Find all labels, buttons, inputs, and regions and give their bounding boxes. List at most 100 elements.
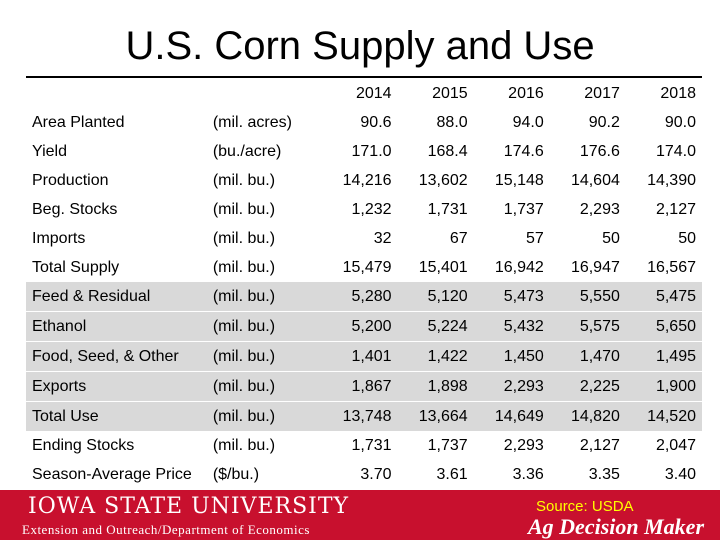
row-label: Total Use bbox=[26, 401, 213, 431]
row-label: Ending Stocks bbox=[32, 436, 135, 454]
table-row: Total Supply (mil. bu.) 15,479 15,401 16,942… bbox=[26, 253, 702, 282]
row-unit: (mil. bu.) bbox=[212, 171, 276, 189]
supply-use-table: 2014 2015 2016 2017 2018 Area Planted (mi… bbox=[26, 80, 702, 489]
value-cell: 16,567 bbox=[647, 258, 696, 276]
footer-bar: IOWA STATE UNIVERSITY Extension and Outr… bbox=[0, 490, 720, 540]
value-cell: 174.6 bbox=[503, 142, 544, 160]
row-unit: (mil. bu.) bbox=[212, 258, 276, 276]
row-unit: ($/bu.) bbox=[212, 465, 260, 483]
value-cell: 14,520 bbox=[625, 401, 702, 431]
value-cell: 50 bbox=[678, 229, 696, 247]
value-cell: 5,473 bbox=[473, 282, 550, 312]
value-cell: 1,731 bbox=[351, 436, 392, 454]
value-cell: 14,649 bbox=[473, 401, 550, 431]
value-cell: 13,602 bbox=[418, 171, 468, 189]
value-cell: 15,148 bbox=[494, 171, 544, 189]
value-cell: 67 bbox=[449, 229, 468, 247]
row-label: Production bbox=[32, 171, 109, 189]
row-unit: (mil. bu.) bbox=[212, 371, 322, 402]
table-row: Yield (bu./acre) 171.0 168.4 174.6 176.6 174.0 bbox=[26, 137, 702, 166]
value-cell: 1,422 bbox=[397, 341, 474, 372]
value-cell: 1,898 bbox=[397, 371, 474, 402]
row-unit: (mil. bu.) bbox=[212, 200, 276, 218]
row-unit: (mil. bu.) bbox=[212, 311, 322, 342]
value-cell: 2,293 bbox=[503, 436, 544, 454]
value-cell: 1,495 bbox=[625, 341, 702, 372]
value-cell: 1,737 bbox=[503, 200, 544, 218]
value-cell: 1,867 bbox=[321, 371, 398, 402]
table-row: Food, Seed, & Other (mil. bu.) 1,401 1,422 1… bbox=[26, 341, 702, 372]
table-body: Area Planted (mil. acres) 90.6 88.0 94.0 90.2… bbox=[26, 108, 702, 489]
value-cell: 1,232 bbox=[351, 200, 392, 218]
row-label: Yield bbox=[32, 142, 67, 160]
value-cell: 16,947 bbox=[570, 258, 620, 276]
value-cell: 14,390 bbox=[647, 171, 696, 189]
row-label: Imports bbox=[32, 229, 86, 247]
value-cell: 90.2 bbox=[588, 113, 620, 131]
value-cell: 5,475 bbox=[625, 282, 702, 312]
value-cell: 88.0 bbox=[436, 113, 468, 131]
value-cell: 3.36 bbox=[512, 465, 544, 483]
table-row: Season-Average Price ($/bu.) 3.70 3.61 3.36 3… bbox=[26, 460, 702, 489]
value-cell: 2,127 bbox=[579, 436, 620, 454]
row-unit: (bu./acre) bbox=[212, 142, 282, 160]
table-row: Ethanol (mil. bu.) 5,200 5,224 5,432 5,575 5,6… bbox=[26, 311, 702, 342]
value-cell: 32 bbox=[373, 229, 392, 247]
value-cell: 50 bbox=[602, 229, 620, 247]
value-cell: 14,604 bbox=[570, 171, 620, 189]
row-label: Season-Average Price bbox=[32, 465, 192, 483]
value-cell: 3.40 bbox=[664, 465, 696, 483]
value-cell: 1,900 bbox=[625, 371, 702, 402]
value-cell: 5,280 bbox=[321, 282, 398, 312]
value-cell: 3.61 bbox=[436, 465, 468, 483]
year-header: 2018 bbox=[660, 85, 696, 102]
row-label: Total Supply bbox=[32, 258, 120, 276]
header-unit-blank bbox=[213, 80, 322, 108]
value-cell: 2,293 bbox=[473, 371, 550, 402]
value-cell: 5,432 bbox=[473, 311, 550, 342]
value-cell: 57 bbox=[525, 229, 544, 247]
value-cell: 90.6 bbox=[360, 113, 392, 131]
value-cell: 5,224 bbox=[397, 311, 474, 342]
row-label: Beg. Stocks bbox=[32, 200, 118, 218]
value-cell: 14,820 bbox=[549, 401, 626, 431]
table-row: Area Planted (mil. acres) 90.6 88.0 94.0 90.2… bbox=[26, 108, 702, 137]
row-unit: (mil. bu.) bbox=[212, 401, 322, 431]
value-cell: 1,470 bbox=[549, 341, 626, 372]
year-header: 2015 bbox=[432, 85, 468, 102]
row-label: Food, Seed, & Other bbox=[26, 341, 213, 372]
table-row: Imports (mil. bu.) 32 67 57 50 50 bbox=[26, 224, 702, 253]
university-logo-text: IOWA STATE UNIVERSITY bbox=[28, 494, 350, 519]
header-row: 2014 2015 2016 2017 2018 bbox=[26, 80, 702, 108]
row-label: Area Planted bbox=[32, 113, 125, 131]
value-cell: 2,293 bbox=[579, 200, 620, 218]
year-header: 2014 bbox=[355, 85, 392, 102]
year-header: 2017 bbox=[584, 85, 620, 102]
value-cell: 176.6 bbox=[579, 142, 620, 160]
row-unit: (mil. bu.) bbox=[212, 282, 322, 312]
header-label-blank bbox=[26, 80, 213, 108]
value-cell: 14,216 bbox=[342, 171, 392, 189]
value-cell: 5,575 bbox=[549, 311, 626, 342]
value-cell: 5,200 bbox=[321, 311, 398, 342]
row-label: Ethanol bbox=[26, 311, 213, 342]
value-cell: 13,664 bbox=[397, 401, 474, 431]
table-row: Ending Stocks (mil. bu.) 1,731 1,737 2,293 2,… bbox=[26, 431, 702, 460]
value-cell: 1,450 bbox=[473, 341, 550, 372]
value-cell: 2,047 bbox=[655, 436, 696, 454]
row-unit: (mil. bu.) bbox=[212, 341, 322, 372]
value-cell: 2,127 bbox=[655, 200, 696, 218]
value-cell: 13,748 bbox=[321, 401, 398, 431]
value-cell: 5,550 bbox=[549, 282, 626, 312]
value-cell: 90.0 bbox=[664, 113, 696, 131]
value-cell: 3.35 bbox=[588, 465, 620, 483]
value-cell: 15,401 bbox=[418, 258, 468, 276]
department-text: Extension and Outreach/Department of Eco… bbox=[22, 522, 310, 537]
row-label: Feed & Residual bbox=[26, 282, 213, 312]
year-header: 2016 bbox=[508, 85, 544, 102]
value-cell: 1,731 bbox=[427, 200, 468, 218]
value-cell: 1,401 bbox=[321, 341, 398, 372]
table-row: Feed & Residual (mil. bu.) 5,280 5,120 5,473… bbox=[26, 282, 702, 312]
table-row: Exports (mil. bu.) 1,867 1,898 2,293 2,225 1,9… bbox=[26, 371, 702, 402]
value-cell: 3.70 bbox=[360, 465, 392, 483]
